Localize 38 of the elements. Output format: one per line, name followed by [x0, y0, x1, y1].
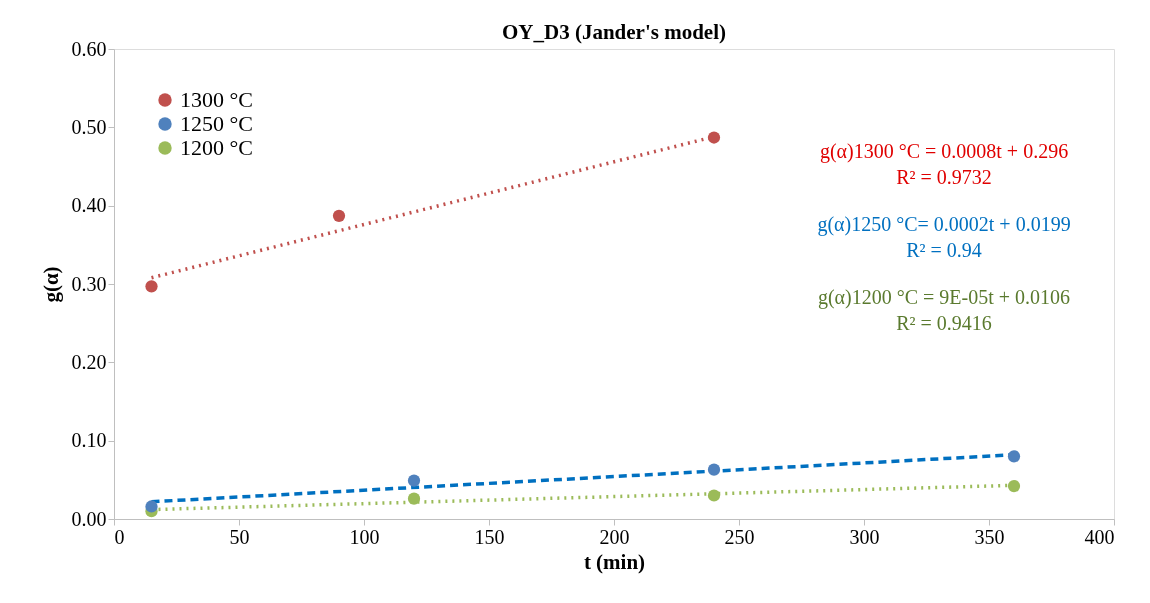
x-axis-title: t (min)	[583, 549, 646, 574]
point	[407, 474, 421, 487]
point	[1007, 479, 1021, 493]
legend-label: 1200 °C	[180, 135, 253, 160]
chart-title: OY_D3 (Jander's model)	[502, 20, 726, 44]
point	[332, 209, 346, 222]
x-tick-label: 350	[974, 525, 1005, 548]
y-tick-label: 0.60	[71, 37, 107, 60]
legend-label: 1300 °C	[180, 87, 253, 112]
x-tick-label: 50	[229, 525, 250, 548]
x-tick-label: 150	[474, 525, 505, 548]
point	[707, 131, 721, 144]
annotation: g(α)1300 °C = 0.0008t + 0.296	[819, 140, 1069, 163]
y-tick-label: 0.00	[71, 507, 107, 530]
x-tick-label: 400	[1084, 525, 1115, 548]
y-tick-label: 0.10	[71, 429, 107, 452]
point	[707, 463, 721, 476]
x-tick-label: 300	[849, 525, 880, 548]
y-tick-label: 0.30	[71, 272, 107, 295]
point	[145, 280, 158, 293]
point	[145, 500, 158, 513]
point	[407, 492, 421, 505]
legend-label: 1250 °C	[180, 111, 253, 136]
x-tick-label: 200	[599, 525, 630, 548]
y-tick-label: 0.20	[71, 350, 107, 373]
point	[707, 489, 721, 502]
annotation: g(α)1200 °C = 9E-05t + 0.0106	[817, 286, 1071, 309]
annotation: g(α)1250 °C= 0.0002t + 0.0199	[817, 213, 1071, 236]
x-tick-label: 100	[349, 525, 380, 548]
y-tick-label: 0.40	[71, 194, 107, 217]
x-tick-label: 0	[114, 525, 125, 548]
y-tick-label: 0.50	[71, 115, 107, 138]
point	[1007, 450, 1021, 463]
y-axis-title: g(α)	[38, 266, 63, 303]
annotation: R² = 0.94	[906, 239, 982, 261]
x-tick-label: 250	[724, 525, 755, 548]
annotation: R² = 0.9416	[896, 312, 992, 334]
annotation: R² = 0.9732	[896, 166, 992, 188]
